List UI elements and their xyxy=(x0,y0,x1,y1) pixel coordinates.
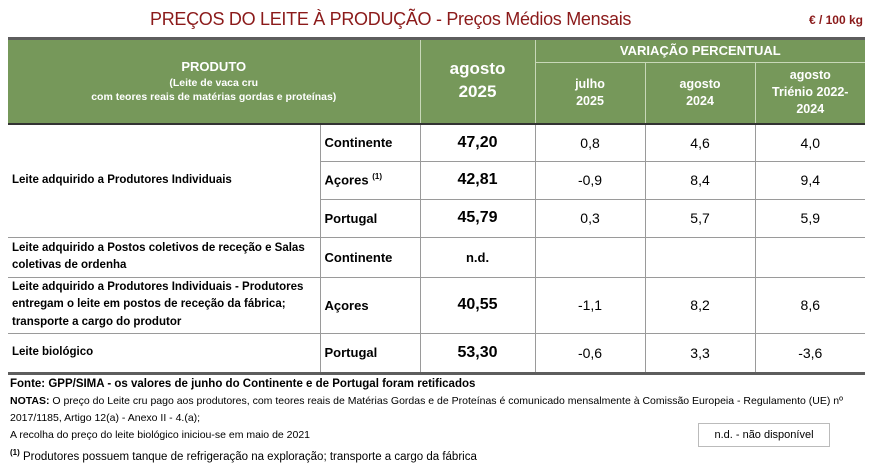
page-title: PREÇOS DO LEITE À PRODUÇÃO - Preços Médi… xyxy=(150,9,632,29)
product-cell: Leite biológico xyxy=(8,332,321,375)
table-row: Leite biológico Portugal 53,30 -0,6 3,3 … xyxy=(8,332,866,375)
table-row: Açores (1) 42,81 -0,9 8,4 9,4 xyxy=(8,160,866,200)
notas-note: NOTAS: O preço do Leite cru pago aos pro… xyxy=(10,395,843,407)
header-month: agosto 2025 xyxy=(419,37,536,124)
unit-label: € / 100 kg xyxy=(808,13,863,27)
var-julho-cell: 0,3 xyxy=(534,198,646,238)
var-trienio-cell: 8,6 xyxy=(754,276,866,334)
milk-price-table: PRODUTO (Leite de vaca cru com teores reai… xyxy=(8,37,866,375)
notes: Fonte: GPP/SIMA - os valores de junho do… xyxy=(10,376,843,466)
header-trienio: agosto Triénio 2022- 2024 xyxy=(754,62,866,124)
notas-note-cont: 2017/1185, Artigo 12(a) - Anexo II - 4.(… xyxy=(10,412,201,424)
var-trienio-cell: 5,9 xyxy=(754,198,866,238)
var-agosto-cell: 5,7 xyxy=(644,198,756,238)
region-cell: Continente xyxy=(319,122,421,162)
price-cell: 40,55 xyxy=(419,276,536,334)
var-julho-cell: 0,8 xyxy=(534,122,646,162)
region-cell: Portugal xyxy=(320,198,421,238)
header-agosto-2024: agosto 2024 xyxy=(644,62,756,124)
var-julho-cell xyxy=(534,236,646,278)
product-cell: Leite adquirido a Produtores Individuais… xyxy=(8,276,321,334)
var-agosto-cell xyxy=(644,236,756,278)
var-julho-cell: -0,6 xyxy=(534,332,646,375)
var-trienio-cell: -3,6 xyxy=(754,332,866,375)
table-row: Portugal 45,79 0,3 5,7 5,9 xyxy=(8,198,866,238)
region-cell: Portugal xyxy=(319,332,421,375)
product-cell: Leite adquirido a Produtores Individuais xyxy=(8,122,321,238)
product-cell: Leite adquirido a Postos coletivos de re… xyxy=(8,236,321,278)
table-row: Leite adquirido a Produtores Individuais… xyxy=(8,276,866,334)
var-julho-cell: -1,1 xyxy=(534,276,646,334)
var-agosto-cell: 4,6 xyxy=(644,122,756,162)
header-variacao: VARIAÇÃO PERCENTUAL xyxy=(534,37,866,63)
region-cell: Açores xyxy=(319,276,421,334)
table-row: Leite adquirido a Postos coletivos de re… xyxy=(8,236,866,278)
var-trienio-cell: 4,0 xyxy=(754,122,866,162)
price-cell: 45,79 xyxy=(419,198,536,238)
price-cell: 47,20 xyxy=(419,122,536,162)
price-cell: n.d. xyxy=(419,236,536,278)
nd-legend: n.d. - não disponível xyxy=(698,423,830,447)
var-agosto-cell: 3,3 xyxy=(644,332,756,375)
price-cell: 42,81 xyxy=(419,160,536,200)
biologico-note: A recolha do preço do leite biológico in… xyxy=(10,429,311,441)
var-trienio-cell xyxy=(754,236,866,278)
price-cell: 53,30 xyxy=(419,332,536,375)
var-julho-cell: -0,9 xyxy=(534,160,646,200)
table-row: Leite adquirido a Produtores Individuais… xyxy=(8,122,866,238)
source-note: Fonte: GPP/SIMA - os valores de junho do… xyxy=(10,378,476,390)
var-agosto-cell: 8,4 xyxy=(644,160,756,200)
var-trienio-cell: 9,4 xyxy=(754,160,866,200)
var-agosto-cell: 8,2 xyxy=(644,276,756,334)
region-cell: Açores (1) xyxy=(320,160,421,200)
header-julho-2025: julho 2025 xyxy=(535,62,646,124)
footnote: (1) Produtores possuem tanque de refrige… xyxy=(10,448,477,463)
region-cell: Continente xyxy=(319,236,421,278)
header-produto: PRODUTO (Leite de vaca cru com teores reai… xyxy=(8,37,421,124)
